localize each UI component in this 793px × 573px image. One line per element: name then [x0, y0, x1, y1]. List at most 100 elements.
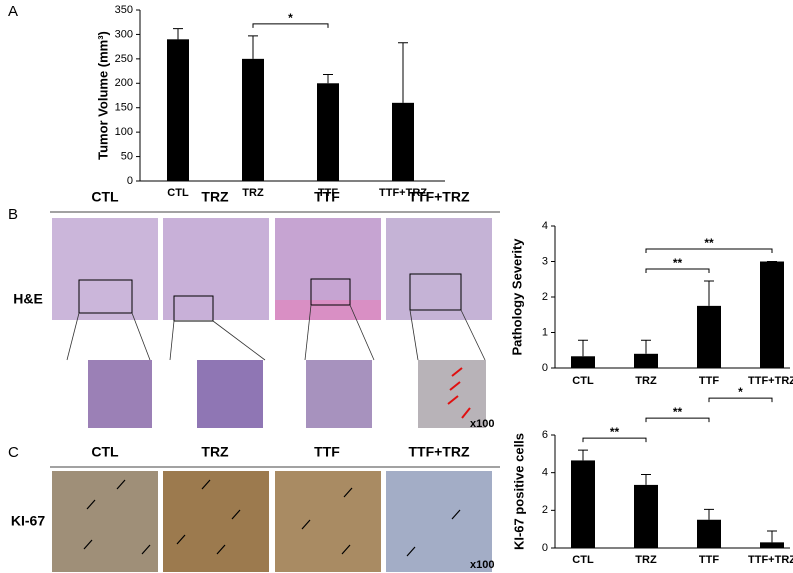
significance-bracket	[252, 23, 329, 28]
y-tick-label: 250	[115, 53, 133, 65]
significance-label: *	[738, 385, 743, 399]
panel-label: C	[8, 444, 19, 461]
y-axis-label: Pathology Severity	[509, 238, 524, 356]
y-tick-label: 2	[542, 291, 548, 303]
bar	[571, 460, 595, 548]
bar	[634, 484, 658, 548]
y-tick-label: 0	[127, 175, 133, 187]
zoom-box	[173, 295, 214, 322]
significance-bracket	[645, 417, 710, 423]
y-tick-label: 3	[542, 255, 548, 267]
bar	[392, 102, 414, 181]
black-arrows	[83, 479, 461, 557]
inset-image	[197, 360, 263, 428]
x-tick-label: TTF	[318, 187, 338, 199]
panel-label: B	[8, 206, 18, 223]
column-header: TTF+TRZ	[408, 444, 469, 460]
y-tick-label: 0	[542, 542, 548, 554]
column-header: TRZ	[201, 444, 229, 460]
x-tick-label: TTF+TRZ	[379, 187, 427, 199]
x-tick-label: TTF	[699, 554, 719, 566]
significance-bracket	[645, 248, 773, 254]
x-tick-label: TTF+TRZ	[748, 375, 793, 387]
x-tick-label: TRZ	[242, 187, 264, 199]
x-tick-label: CTL	[572, 375, 594, 387]
y-axis-label: Tumor Volume (mm³)	[95, 31, 110, 160]
significance-bracket	[582, 437, 647, 443]
inset-image	[418, 360, 486, 428]
bar	[634, 353, 658, 368]
bar	[317, 83, 339, 181]
y-tick-label: 4	[542, 220, 548, 232]
error-bar	[704, 280, 714, 306]
magnification: x100	[470, 418, 494, 430]
error-bar	[641, 339, 651, 354]
significance-bracket	[708, 397, 773, 403]
y-tick-label: 200	[115, 77, 133, 89]
red-arrows	[447, 367, 471, 419]
histology-image	[52, 218, 158, 320]
row-label: KI-67	[11, 513, 45, 529]
significance-label: **	[673, 405, 683, 419]
zoom-lines	[66, 304, 486, 361]
ihc-image	[275, 471, 381, 572]
significance-label: **	[704, 236, 714, 250]
zoom-box	[409, 273, 462, 311]
column-header: TTF	[314, 189, 340, 205]
y-tick-label: 2	[542, 504, 548, 516]
significance-bracket	[645, 268, 710, 274]
y-tick-label: 1	[542, 326, 548, 338]
bar	[167, 39, 189, 181]
y-tick-label: 0	[542, 362, 548, 374]
significance-label: **	[673, 256, 683, 270]
ihc-image	[163, 471, 269, 572]
error-bar	[578, 339, 588, 357]
zoom-box	[78, 279, 133, 314]
histology-edge	[275, 300, 381, 320]
zoom-box	[310, 278, 351, 306]
significance-label: *	[288, 11, 293, 25]
bar	[571, 356, 595, 368]
error-bar	[323, 73, 333, 84]
significance-label: **	[610, 425, 620, 439]
bar	[697, 519, 721, 548]
y-tick-label: 300	[115, 28, 133, 40]
error-bar	[704, 508, 714, 520]
column-header: CTL	[91, 189, 119, 205]
he-row: CTL TRZ TTF TTF+TRZ H&E x100	[13, 189, 500, 430]
inset-image	[88, 360, 152, 428]
ihc-image	[386, 471, 492, 572]
y-tick-label: 150	[115, 102, 133, 114]
column-header: TRZ	[201, 189, 229, 205]
y-tick-label: 350	[115, 4, 133, 16]
x-tick-label: TTF	[699, 375, 719, 387]
x-tick-label: TRZ	[635, 554, 657, 566]
y-tick-label: 4	[542, 467, 548, 479]
x-tick-label: CTL	[572, 554, 594, 566]
inset-image	[306, 360, 372, 428]
x-tick-label: CTL	[167, 187, 189, 199]
x-tick-label: TTF+TRZ	[748, 554, 793, 566]
y-axis-label: KI-67 positive cells	[511, 433, 526, 550]
y-tick-label: 100	[115, 126, 133, 138]
magnification: x100	[470, 559, 494, 571]
bar	[697, 305, 721, 368]
column-header: TTF	[314, 444, 340, 460]
histology-image	[386, 218, 492, 320]
row-label: H&E	[13, 291, 43, 307]
panel-label: A	[8, 3, 18, 20]
bar	[760, 261, 784, 368]
column-header: TTF+TRZ	[408, 189, 469, 205]
error-bar	[248, 35, 258, 59]
bar	[760, 542, 784, 548]
y-tick-label: 6	[542, 429, 548, 441]
histology-image	[163, 218, 269, 320]
bar	[242, 58, 264, 181]
error-bar	[578, 449, 588, 461]
ihc-image	[52, 471, 158, 572]
ki67-row: CTL TRZ TTF TTF+TRZ KI-67 x100	[11, 444, 500, 572]
error-bar	[173, 28, 183, 40]
error-bar	[641, 474, 651, 485]
error-bar	[767, 530, 777, 543]
